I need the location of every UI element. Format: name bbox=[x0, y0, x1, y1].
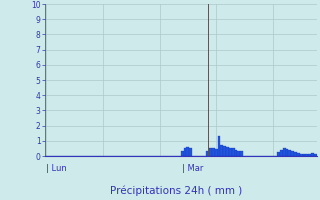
Bar bbox=[209, 148, 212, 156]
Bar bbox=[291, 151, 294, 156]
Text: | Lun: | Lun bbox=[46, 164, 67, 173]
Bar bbox=[229, 148, 232, 156]
Bar bbox=[223, 146, 226, 156]
Bar bbox=[189, 148, 192, 156]
Text: Précipitations 24h ( mm ): Précipitations 24h ( mm ) bbox=[110, 186, 242, 196]
Bar bbox=[206, 151, 209, 156]
Bar bbox=[232, 148, 235, 156]
Bar bbox=[283, 148, 286, 156]
Bar bbox=[300, 154, 303, 156]
Bar bbox=[235, 150, 237, 156]
Bar bbox=[215, 149, 218, 156]
Bar bbox=[187, 147, 189, 156]
Bar bbox=[306, 154, 308, 156]
Bar bbox=[181, 151, 184, 156]
Bar bbox=[288, 150, 291, 156]
Bar bbox=[280, 150, 283, 156]
Bar bbox=[308, 154, 311, 156]
Bar bbox=[212, 148, 215, 156]
Bar bbox=[184, 148, 187, 156]
Text: | Mar: | Mar bbox=[182, 164, 204, 173]
Bar bbox=[314, 154, 317, 156]
Bar bbox=[297, 153, 300, 156]
Bar bbox=[311, 153, 314, 156]
Bar bbox=[220, 145, 223, 156]
Bar bbox=[277, 152, 280, 156]
Bar bbox=[226, 147, 229, 156]
Bar bbox=[218, 136, 220, 156]
Bar bbox=[286, 149, 288, 156]
Bar bbox=[237, 151, 240, 156]
Bar bbox=[240, 151, 243, 156]
Bar bbox=[294, 152, 297, 156]
Bar bbox=[303, 154, 306, 156]
